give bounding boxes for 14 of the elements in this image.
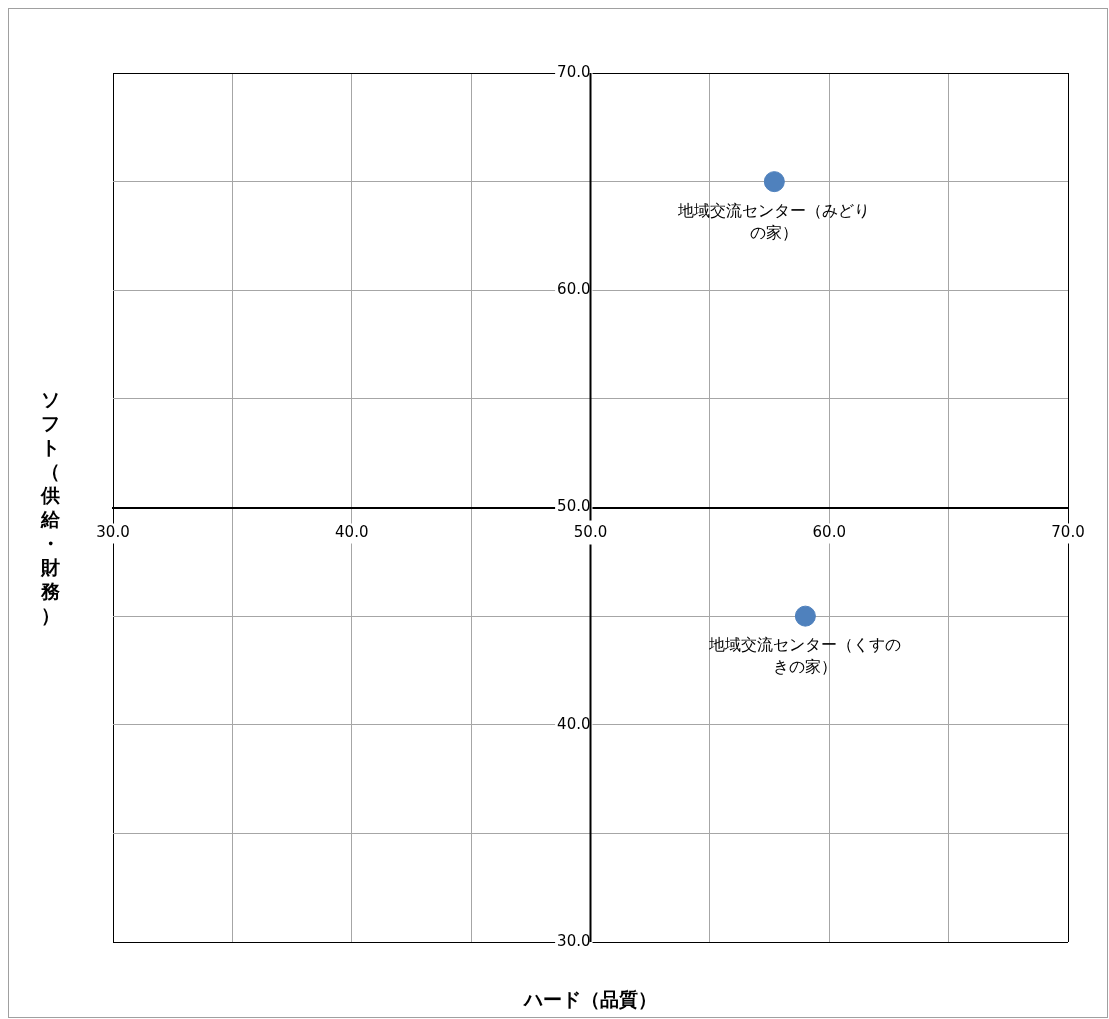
x-tick-label: 60.0 [812, 523, 846, 542]
annotation: 地域交流センター（みどりの家） [677, 200, 871, 242]
x-tick-label: 40.0 [335, 523, 369, 542]
y-tick-label: 40.0 [557, 714, 591, 733]
y-tick-label: 30.0 [557, 931, 591, 950]
y-tick-label: 70.0 [557, 62, 591, 81]
x-tick-label: 30.0 [96, 523, 130, 542]
annotation: 地域交流センター（くすのきの家） [708, 635, 902, 677]
x-tick-label: 70.0 [1051, 523, 1085, 542]
y-tick-label: 60.0 [557, 280, 591, 299]
text: ソフト（供給・財務） [40, 388, 60, 626]
x-axis-title: ハード（品質） [523, 987, 657, 1012]
x-tick-label: 50.0 [573, 523, 608, 542]
y-tick-label: 50.0 [557, 497, 591, 516]
